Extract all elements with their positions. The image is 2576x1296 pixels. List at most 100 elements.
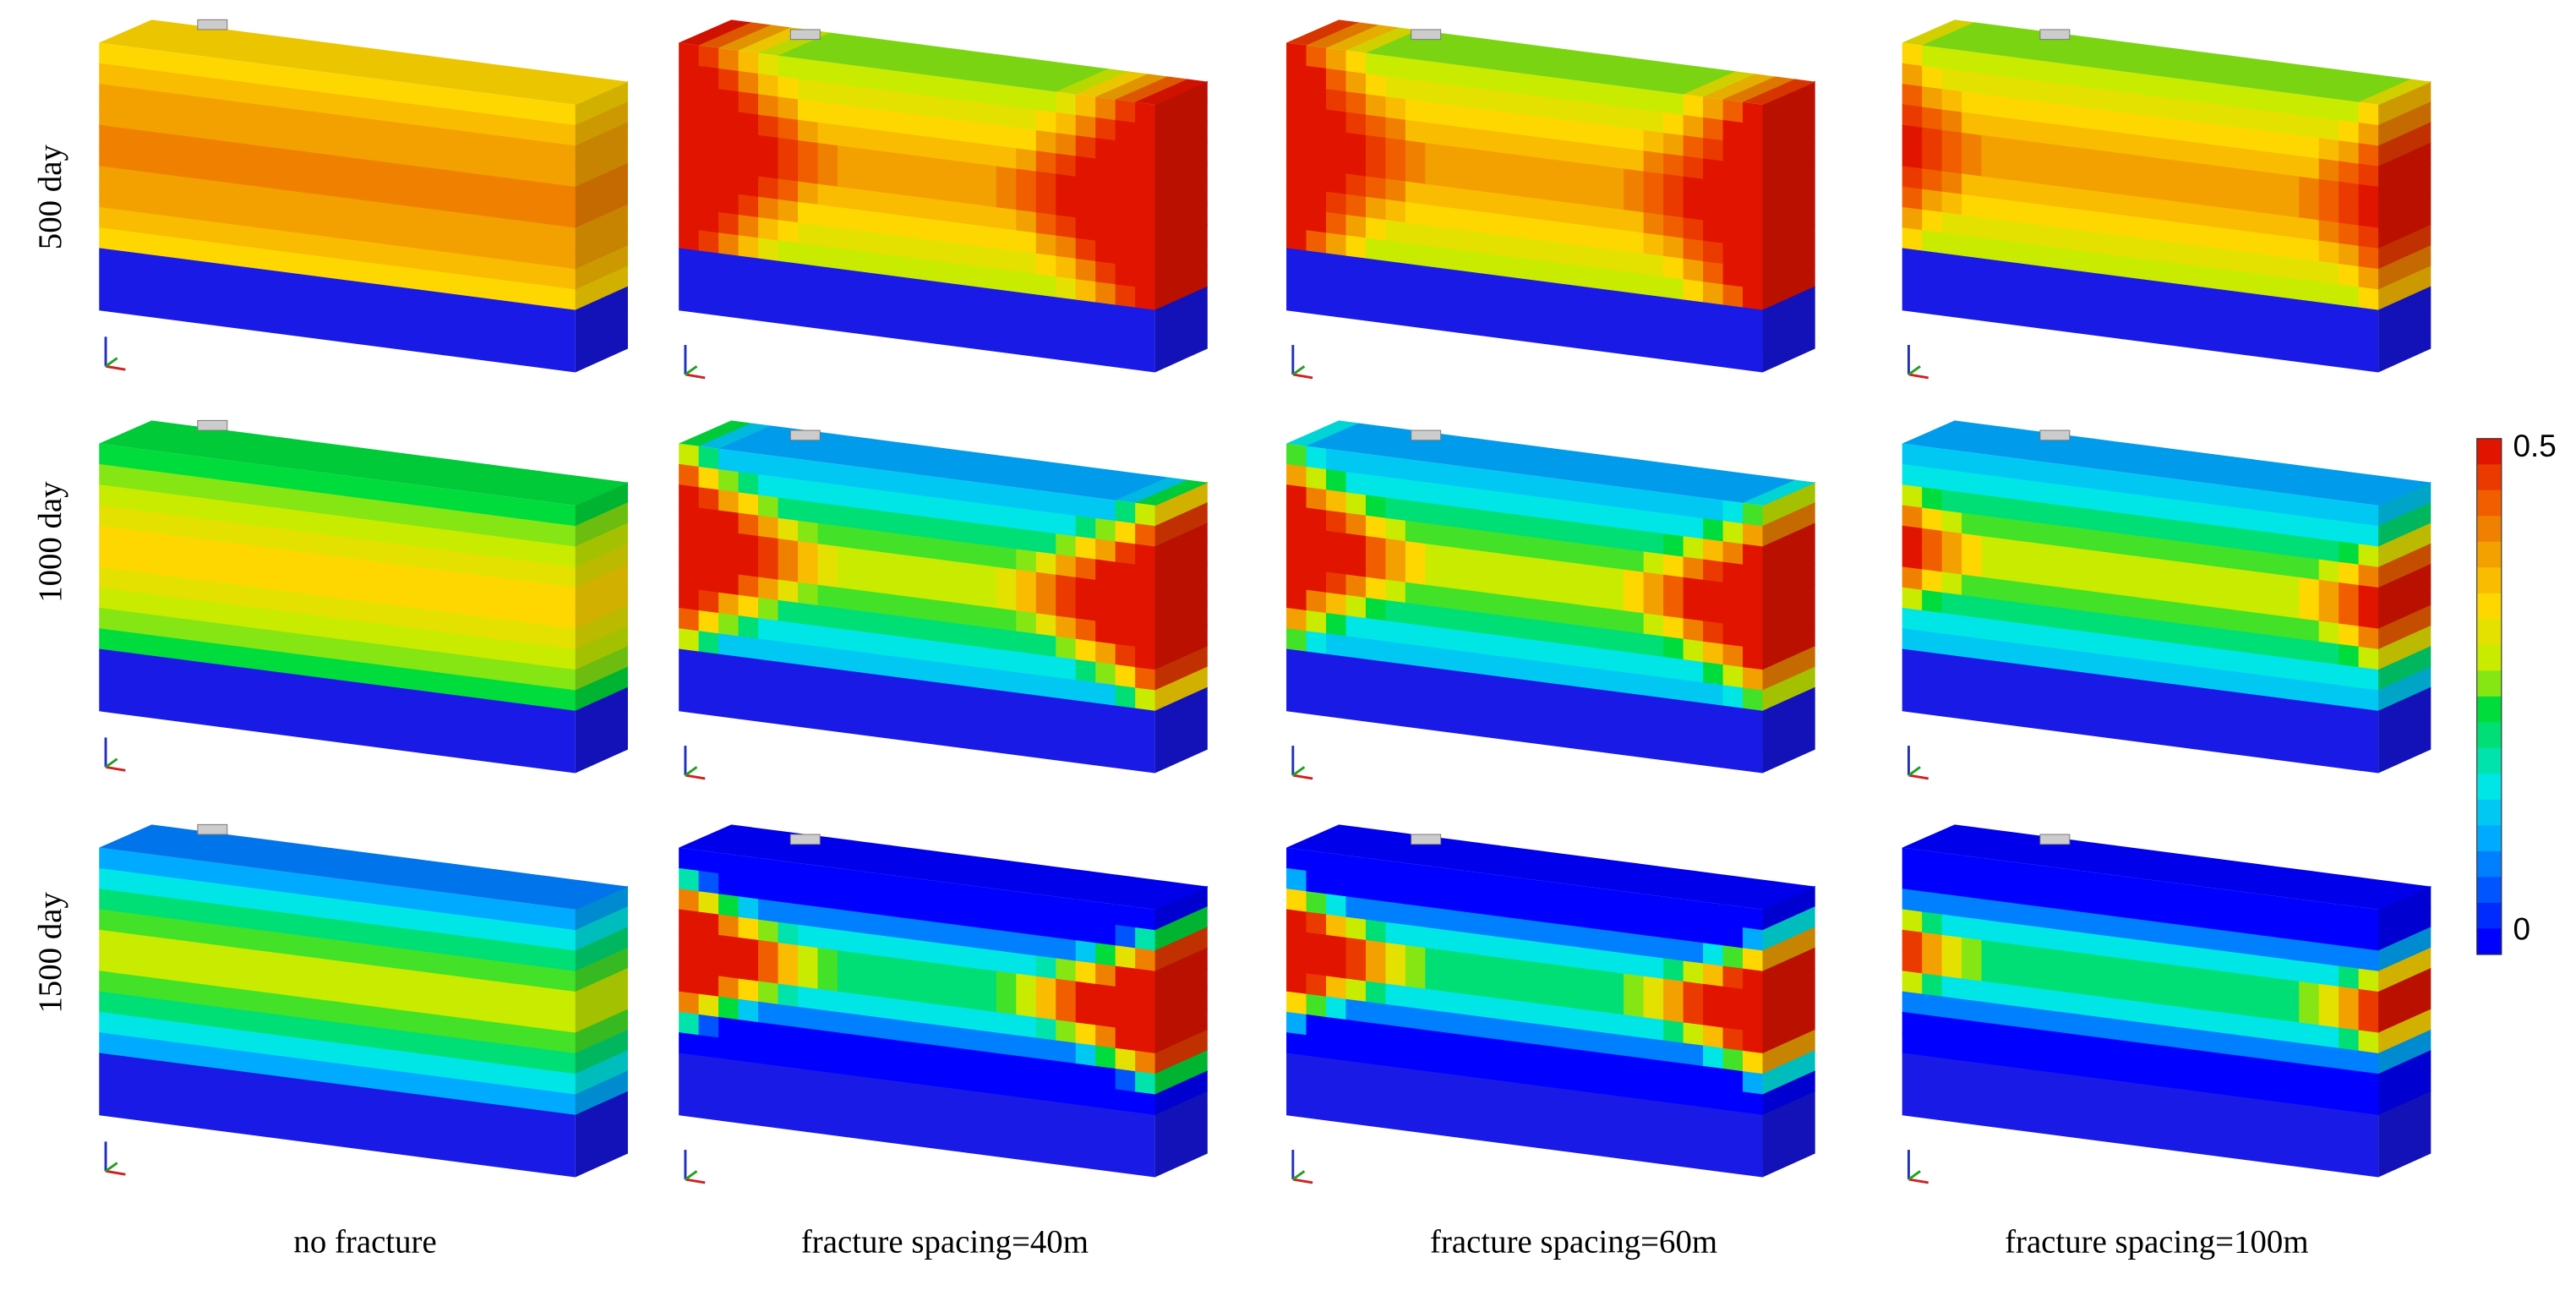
cell [956,222,978,247]
cell [1504,472,1525,496]
cell [1484,510,1506,535]
cell [516,682,537,707]
cell [1504,978,1525,1003]
cell [2259,914,2280,939]
cell [2060,464,2082,489]
cell [218,541,239,566]
cell [1962,428,2035,454]
cell [218,965,239,990]
colorbar-frame [2476,438,2502,955]
cell [1306,507,1327,532]
cell [817,564,838,588]
cell [2080,148,2102,172]
row-label: 1000 day [32,481,68,603]
cell [2060,145,2082,170]
cell [1115,99,1137,124]
cell [778,963,799,987]
cell [679,104,700,129]
cell [1154,543,1208,588]
colorbar-step [2476,644,2502,672]
cell [2100,914,2121,939]
colorbar-step [2476,516,2502,543]
cell [2259,592,2280,617]
cell [575,666,628,712]
cell [139,976,160,1000]
cell [237,604,259,630]
cell [1624,487,1645,511]
cell [2140,515,2161,540]
cell [1762,522,1815,568]
cell [1484,914,1506,939]
cell [2199,626,2221,650]
cell [1603,866,1678,892]
cell [1154,666,1208,712]
cell [1603,61,1678,87]
cell [555,605,576,630]
cell [936,1045,958,1069]
cell [2180,79,2201,103]
cell [1762,967,1815,1014]
cell [2080,891,2102,916]
cell [1075,114,1097,139]
cell [996,670,1018,694]
base-layer [1286,648,1763,774]
cell [1624,549,1645,573]
cell [679,42,700,67]
cell [337,855,411,882]
cell [1544,661,1565,686]
cell [337,114,358,139]
cell [798,222,819,247]
cell [1962,554,1983,578]
cell [218,1006,239,1031]
cell [2060,104,2082,129]
cell [1345,937,1367,962]
cell [1035,109,1057,134]
cell [1056,112,1077,137]
cell [2259,171,2280,196]
cell [178,515,199,540]
cell [258,40,331,67]
cell [2100,109,2121,134]
cell [876,934,898,960]
cell [1135,287,1156,311]
cell [476,595,497,620]
cell [798,35,871,62]
cell [2299,598,2320,622]
cell [337,135,358,160]
cell [1016,210,1037,234]
cell [1703,282,1724,306]
cell [2120,132,2142,157]
cell [2339,119,2360,145]
cell [837,40,911,67]
cell [1603,1012,1625,1036]
cell [1504,235,1525,260]
cell [956,500,978,525]
cell [837,566,859,591]
cell [1762,162,1815,209]
cell [1035,1037,1057,1062]
cell [1603,950,1625,975]
cell [698,827,772,853]
cell [679,847,700,872]
cell [1962,1040,1983,1064]
cell [758,981,779,1005]
cell [2001,497,2022,522]
cell [118,850,140,875]
cell [2140,474,2161,499]
cell [2259,66,2333,92]
cell [1035,1079,1057,1103]
cell [897,958,918,982]
cell [2120,472,2142,496]
cell [1345,1020,1367,1044]
cell [976,459,1050,485]
cell [218,35,292,62]
cell [897,112,918,137]
cell [936,178,958,204]
cell [178,474,199,499]
cell [897,255,918,281]
cell [1722,664,1744,689]
cell [2180,861,2253,887]
cell [916,855,991,882]
cell [198,539,220,563]
cell [1016,911,1037,937]
